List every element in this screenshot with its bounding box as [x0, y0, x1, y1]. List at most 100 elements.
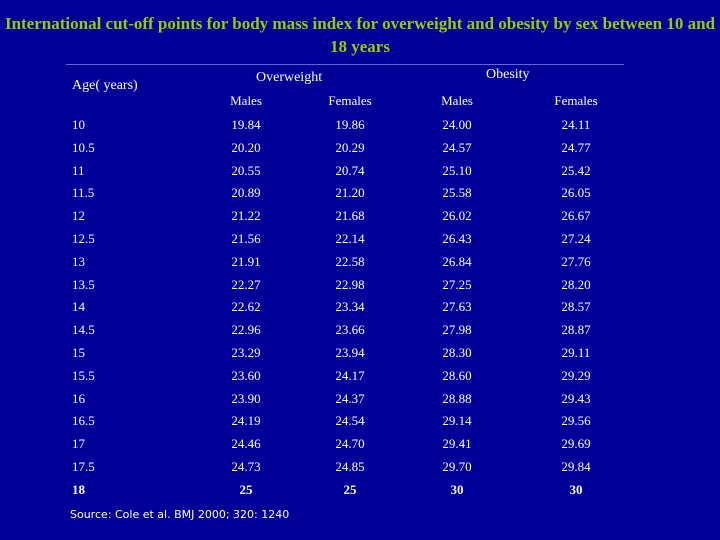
overweight-females-cell: 23.34 [335, 299, 365, 315]
obesity-males-cell: 27.98 [442, 322, 472, 338]
overweight-females-cell: 23.66 [335, 322, 365, 338]
obesity-females-cell: 29.11 [561, 344, 591, 360]
table-row: 15 23.29 23.94 28.30 29.11 [0, 343, 720, 366]
overweight-females-cell: 24.85 [335, 458, 365, 474]
overweight-males-cell: 20.20 [231, 139, 261, 155]
table-row: 10 19.84 19.86 24.00 24.11 [0, 115, 720, 138]
table-row: 17.5 24.73 24.85 29.70 29.84 [0, 457, 720, 480]
age-cell: 17.5 [72, 458, 95, 474]
age-cell: 13 [72, 253, 85, 269]
overweight-females-cell: 21.20 [335, 185, 365, 201]
overweight-males-cell: 22.27 [231, 276, 261, 292]
obesity-males-cell: 28.30 [442, 344, 472, 360]
obesity-females-cell: 29.43 [561, 390, 591, 406]
obesity-males-cell: 27.63 [442, 299, 472, 315]
source-citation: Source: Cole et al. BMJ 2000; 320: 1240 [70, 508, 290, 521]
age-cell: 10 [72, 117, 85, 132]
overweight-females-cell: 24.17 [335, 367, 365, 383]
obesity-males-cell: 29.41 [442, 436, 472, 452]
obesity-females-cell: 29.84 [561, 458, 591, 474]
table-row: 15.5 23.60 24.17 28.60 29.29 [0, 366, 720, 389]
table-row: 18 25 25 30 30 [0, 480, 720, 503]
age-cell: 15 [72, 344, 85, 360]
overweight-females-header: Females [328, 93, 372, 108]
overweight-females-cell: 25 [343, 481, 357, 497]
overweight-males-cell: 23.29 [231, 344, 261, 360]
overweight-males-cell: 22.96 [231, 322, 261, 338]
obesity-males-cell: 24.00 [442, 117, 472, 132]
obesity-females-cell: 24.11 [561, 117, 591, 132]
age-cell: 14 [72, 299, 85, 315]
obesity-males-cell: 26.02 [442, 208, 472, 224]
table-row: 14.5 22.96 23.66 27.98 28.87 [0, 320, 720, 343]
overweight-males-cell: 22.62 [231, 299, 261, 315]
table-row: 17 24.46 24.70 29.41 29.69 [0, 434, 720, 457]
bmi-table-body: 10 19.84 19.86 24.00 24.11 10.5 20.20 20.29 24.5… [0, 115, 720, 503]
obesity-females-cell: 28.87 [561, 322, 591, 338]
obesity-females-cell: 30 [569, 481, 583, 497]
obesity-females-cell: 27.76 [561, 253, 591, 269]
table-row: 14 22.62 23.34 27.63 28.57 [0, 297, 720, 320]
obesity-females-cell: 28.57 [561, 299, 591, 315]
overweight-males-cell: 24.19 [231, 413, 261, 429]
table-row: 16 23.90 24.37 28.88 29.43 [0, 389, 720, 412]
overweight-females-cell: 24.54 [335, 413, 365, 429]
table-row: 13.5 22.27 22.98 27.25 28.20 [0, 275, 720, 298]
obesity-females-cell: 26.67 [561, 208, 591, 224]
age-column-header: Age( years) [72, 78, 138, 93]
obesity-males-cell: 25.58 [442, 185, 472, 201]
obesity-females-cell: 26.05 [561, 185, 591, 201]
overweight-females-cell: 22.98 [335, 276, 365, 292]
obesity-males-cell: 27.25 [442, 276, 472, 292]
overweight-females-cell: 20.74 [335, 162, 365, 178]
overweight-males-header: Males [230, 93, 262, 108]
overweight-females-cell: 19.86 [335, 117, 365, 132]
overweight-group-header: Overweight [256, 70, 323, 85]
age-cell: 16 [72, 390, 85, 406]
overweight-males-cell: 21.91 [231, 253, 261, 269]
overweight-males-cell: 24.73 [231, 458, 261, 474]
age-cell: 15.5 [72, 367, 95, 383]
obesity-females-cell: 29.56 [561, 413, 591, 429]
table-row: 16.5 24.19 24.54 29.14 29.56 [0, 411, 720, 434]
overweight-females-cell: 24.70 [335, 436, 365, 452]
obesity-males-header: Males [441, 93, 473, 108]
obesity-group-header: Obesity [486, 67, 530, 82]
obesity-females-cell: 27.24 [561, 230, 591, 246]
overweight-males-cell: 24.46 [231, 436, 261, 452]
overweight-males-cell: 25 [239, 481, 253, 497]
table-row: 11 20.55 20.74 25.10 25.42 [0, 161, 720, 184]
obesity-males-cell: 28.88 [442, 390, 472, 406]
age-cell: 14.5 [72, 322, 95, 338]
obesity-males-cell: 29.70 [442, 458, 472, 474]
overweight-males-cell: 21.22 [231, 208, 261, 224]
obesity-males-cell: 25.10 [442, 162, 472, 178]
obesity-males-cell: 24.57 [442, 139, 472, 155]
header-divider [66, 64, 624, 65]
overweight-females-cell: 21.68 [335, 208, 365, 224]
overweight-males-cell: 20.55 [231, 162, 261, 178]
obesity-males-cell: 30 [450, 481, 464, 497]
obesity-females-cell: 24.77 [561, 139, 591, 155]
table-row: 10.5 20.20 20.29 24.57 24.77 [0, 138, 720, 161]
age-cell: 11.5 [72, 185, 95, 201]
overweight-females-cell: 22.58 [335, 253, 365, 269]
obesity-males-cell: 26.43 [442, 230, 472, 246]
obesity-females-cell: 25.42 [561, 162, 591, 178]
age-cell: 10.5 [72, 139, 95, 155]
age-cell: 16.5 [72, 413, 95, 429]
obesity-males-cell: 29.14 [442, 413, 472, 429]
page-title: International cut-off points for body ma… [4, 14, 716, 56]
overweight-females-cell: 20.29 [335, 139, 365, 155]
overweight-males-cell: 20.89 [231, 185, 261, 201]
obesity-females-header: Females [554, 93, 598, 108]
table-row: 12.5 21.56 22.14 26.43 27.24 [0, 229, 720, 252]
age-cell: 13.5 [72, 276, 95, 292]
obesity-females-cell: 29.29 [561, 367, 591, 383]
table-row: 11.5 20.89 21.20 25.58 26.05 [0, 183, 720, 206]
age-cell: 17 [72, 436, 85, 452]
obesity-males-cell: 26.84 [442, 253, 472, 269]
overweight-females-cell: 24.37 [335, 390, 365, 406]
age-cell: 12.5 [72, 230, 95, 246]
age-cell: 11 [72, 162, 85, 178]
